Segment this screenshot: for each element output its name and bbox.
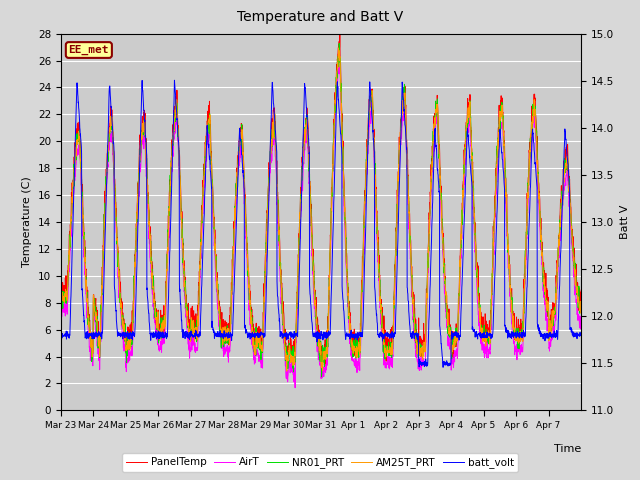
Legend: PanelTemp, AirT, NR01_PRT, AM25T_PRT, batt_volt: PanelTemp, AirT, NR01_PRT, AM25T_PRT, ba… [122, 453, 518, 472]
Text: EE_met: EE_met [68, 45, 109, 55]
PanelTemp [478, 316, 486, 322]
NR01_PRT [221, 340, 229, 346]
AM25T_PRT [353, 348, 360, 353]
PanelTemp [318, 366, 326, 372]
AM25T_PRT [283, 368, 291, 374]
PanelTemp [570, 255, 578, 261]
AM25T_PRT [508, 299, 515, 304]
batt_volt [221, 333, 229, 338]
PanelTemp [221, 318, 229, 324]
PanelTemp [353, 335, 360, 341]
NR01_PRT [577, 304, 585, 310]
Y-axis label: Temperature (C): Temperature (C) [22, 177, 32, 267]
Line: batt_volt: batt_volt [61, 80, 581, 367]
PanelTemp [508, 289, 515, 295]
AM25T_PRT [221, 324, 229, 330]
AM25T_PRT [57, 293, 65, 299]
AM25T_PRT [577, 302, 585, 308]
AirT [221, 349, 229, 355]
AirT [508, 304, 515, 310]
PanelTemp [336, 32, 344, 38]
batt_volt [57, 333, 65, 339]
PanelTemp [577, 287, 585, 293]
NR01_PRT [57, 298, 65, 303]
NR01_PRT [335, 41, 343, 47]
AM25T_PRT [478, 327, 486, 333]
batt_volt [508, 334, 515, 340]
NR01_PRT [317, 374, 325, 380]
PanelTemp [57, 275, 65, 281]
Line: AirT: AirT [61, 67, 581, 388]
AM25T_PRT [109, 134, 116, 140]
batt_volt [439, 364, 447, 370]
batt_volt [171, 77, 179, 83]
AirT [478, 343, 486, 349]
Line: NR01_PRT: NR01_PRT [61, 44, 581, 377]
AirT [353, 356, 360, 362]
NR01_PRT [109, 137, 116, 143]
AirT [291, 385, 299, 391]
batt_volt [577, 331, 585, 336]
NR01_PRT [353, 344, 360, 349]
X-axis label: Time: Time [554, 444, 581, 454]
AirT [577, 320, 585, 325]
NR01_PRT [570, 263, 578, 268]
batt_volt [570, 332, 578, 338]
batt_volt [352, 335, 360, 340]
AM25T_PRT [570, 262, 578, 267]
batt_volt [478, 332, 486, 337]
AM25T_PRT [335, 45, 342, 51]
Line: PanelTemp: PanelTemp [61, 35, 581, 369]
PanelTemp [109, 130, 116, 135]
NR01_PRT [478, 335, 486, 341]
NR01_PRT [508, 292, 515, 298]
AirT [109, 152, 116, 157]
AirT [334, 64, 342, 70]
AirT [570, 274, 578, 279]
Text: Temperature and Batt V: Temperature and Batt V [237, 10, 403, 24]
batt_volt [109, 129, 116, 135]
Y-axis label: Batt V: Batt V [620, 205, 630, 239]
AirT [57, 310, 65, 316]
Line: AM25T_PRT: AM25T_PRT [61, 48, 581, 371]
